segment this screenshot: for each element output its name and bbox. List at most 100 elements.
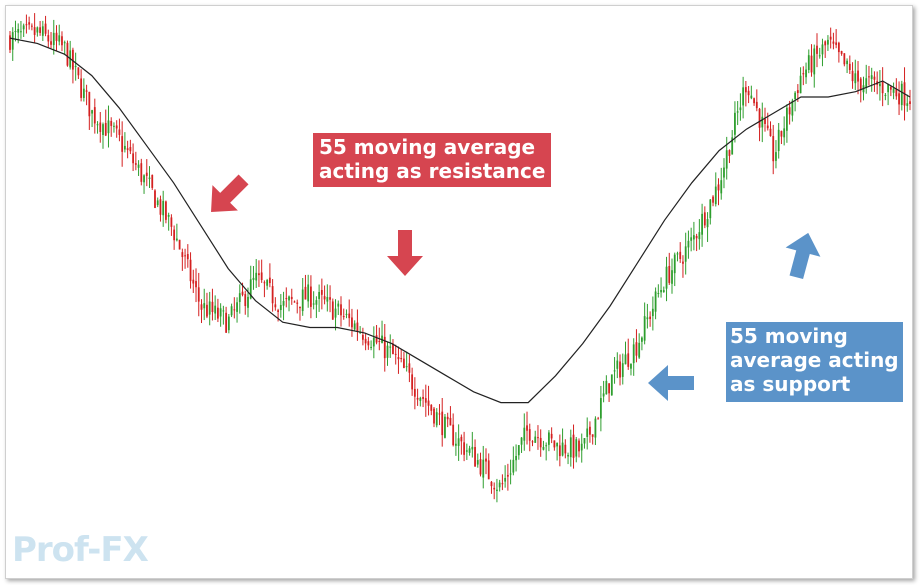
candle-body xyxy=(186,254,189,260)
candle-body xyxy=(433,408,435,424)
candle-body xyxy=(660,289,662,293)
candle-body xyxy=(238,293,241,302)
candle-body xyxy=(148,177,151,179)
candle-body xyxy=(154,190,156,208)
candle-body xyxy=(422,396,424,399)
candle-body xyxy=(766,125,769,129)
candle-body xyxy=(676,253,679,255)
candle-body xyxy=(435,412,438,426)
candle-body xyxy=(569,437,572,458)
candle-body xyxy=(506,474,509,477)
candle-body xyxy=(591,434,594,437)
candle-body xyxy=(342,316,345,318)
candle-body xyxy=(684,246,687,262)
candle-body xyxy=(307,284,310,302)
candle-body xyxy=(859,78,862,91)
candle-body xyxy=(476,460,479,465)
candle-body xyxy=(96,124,99,126)
candle-body xyxy=(353,323,356,330)
candle-body xyxy=(564,444,567,454)
candle-body xyxy=(178,239,181,250)
candle-body xyxy=(471,446,474,450)
candle-body xyxy=(189,259,192,282)
candle-body xyxy=(77,67,80,76)
candle-body xyxy=(550,433,553,439)
candle-body xyxy=(482,459,485,478)
candle-body xyxy=(813,48,816,75)
candle-body xyxy=(260,272,263,281)
candle-body xyxy=(739,107,742,111)
candle-body xyxy=(602,393,605,397)
candle-body xyxy=(400,358,403,360)
candle-body xyxy=(159,199,162,215)
candle-body xyxy=(82,88,85,98)
candle-body xyxy=(320,289,323,295)
candle-body xyxy=(501,483,504,485)
candle-body xyxy=(490,481,493,487)
candle-body xyxy=(143,175,145,183)
support-annotation: 55 moving average acting as support xyxy=(726,322,903,402)
candle-body xyxy=(33,27,36,35)
candle-body xyxy=(419,397,422,401)
candle-body xyxy=(879,83,881,87)
candle-body xyxy=(630,363,632,369)
candle-body xyxy=(599,398,602,419)
candle-body xyxy=(123,145,126,150)
candle-body xyxy=(181,252,184,258)
candle-body xyxy=(523,427,526,441)
moving-average-line xyxy=(9,37,911,404)
candle-body xyxy=(356,322,359,332)
candle-body xyxy=(30,25,33,27)
candle-body xyxy=(690,237,693,241)
candle-body xyxy=(887,83,890,93)
candle-body xyxy=(468,448,471,453)
candle-body xyxy=(807,55,810,70)
candle-body xyxy=(206,304,208,317)
candle-body xyxy=(162,200,165,216)
chart-frame xyxy=(5,5,913,579)
candle-body xyxy=(528,429,531,441)
candle-body xyxy=(386,345,389,358)
candle-body xyxy=(572,434,575,458)
candle-body xyxy=(597,418,600,420)
candle-body xyxy=(898,93,900,105)
candle-body xyxy=(624,354,627,365)
candle-body xyxy=(326,296,329,302)
candle-body xyxy=(173,229,176,241)
candle-body xyxy=(39,27,41,33)
candle-body xyxy=(526,425,528,431)
candle-body xyxy=(156,200,159,206)
candle-body xyxy=(785,107,788,131)
candle-body xyxy=(299,306,301,309)
candle-body xyxy=(512,459,515,473)
candle-body xyxy=(304,286,307,300)
candle-body xyxy=(561,442,564,456)
candle-body xyxy=(444,416,446,438)
candle-body xyxy=(334,308,337,318)
candle-body xyxy=(288,296,290,301)
candle-body xyxy=(361,334,364,340)
candle-body xyxy=(345,313,348,315)
candle-body xyxy=(665,266,668,289)
support-arrow-up-icon xyxy=(785,232,821,280)
resistance-line-1: 55 moving average xyxy=(319,135,536,159)
resistance-line-2: acting as resistance xyxy=(319,159,546,183)
candle-body xyxy=(301,289,304,312)
candle-body xyxy=(553,440,556,448)
candle-body xyxy=(764,118,766,124)
candle-body xyxy=(504,477,507,482)
candle-body xyxy=(498,482,501,488)
candle-body xyxy=(88,91,91,117)
candle-body xyxy=(397,357,400,360)
candle-body xyxy=(104,122,107,136)
candle-body xyxy=(758,108,761,128)
candle-body xyxy=(25,24,28,26)
candle-body xyxy=(329,297,331,300)
candle-body xyxy=(542,446,545,450)
candle-body xyxy=(509,473,512,475)
candle-body xyxy=(703,212,706,226)
resistance-arrow-diagonal-icon xyxy=(211,174,249,212)
candle-body xyxy=(909,101,911,104)
candle-body xyxy=(832,41,835,44)
candle-body xyxy=(816,45,818,54)
